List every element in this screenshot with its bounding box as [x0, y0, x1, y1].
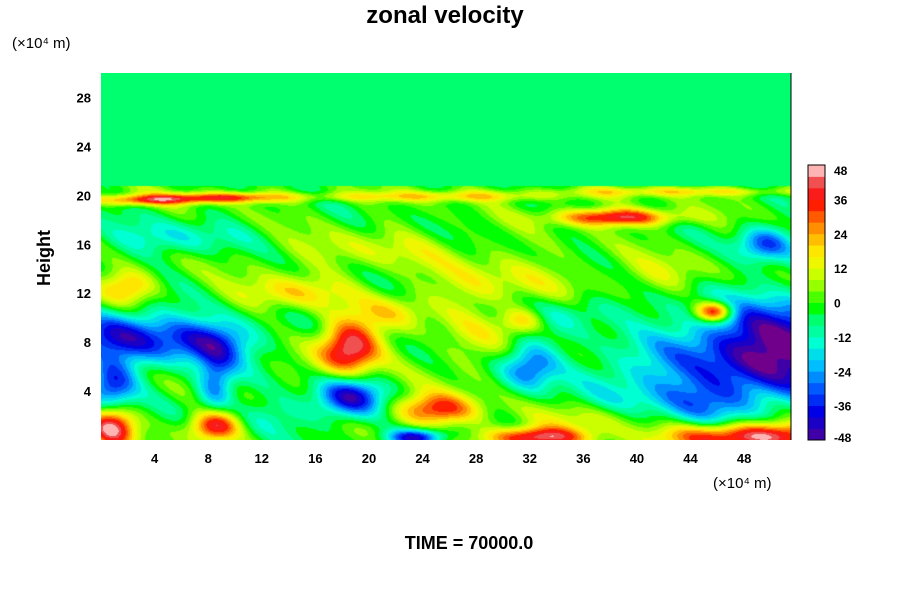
x-tick-label: 4 — [151, 451, 159, 466]
x-tick-label: 16 — [308, 451, 322, 466]
colorbar-bin — [808, 245, 825, 258]
colorbar-bin — [808, 222, 825, 235]
y-tick-label: 8 — [84, 335, 91, 350]
colorbar-tick-label: -24 — [834, 365, 852, 379]
chart-title: zonal velocity — [366, 2, 524, 29]
y-tick-label: 28 — [77, 90, 91, 105]
colorbar-bin — [808, 176, 825, 189]
colorbar-bin — [808, 256, 825, 269]
colorbar-tick-labels: 48 36 24 12 0 -12 -24 -36 -48 — [834, 164, 852, 445]
x-tick-label: 40 — [630, 451, 644, 466]
colorbar-frame — [807, 164, 826, 441]
x-tick-label: 48 — [737, 451, 751, 466]
colorbar-tick-label: -48 — [834, 431, 852, 445]
x-tick-label: 28 — [469, 451, 483, 466]
colorbar — [807, 164, 826, 441]
time-label: TIME = 70000.0 — [405, 533, 534, 553]
colorbar-tick-label: -12 — [834, 331, 852, 345]
colorbar-bin — [808, 405, 825, 418]
x-tick-label: 20 — [362, 451, 376, 466]
y-tick-label: 16 — [77, 237, 91, 252]
colorbar-bin — [808, 268, 825, 280]
x-axis-unit: (×10⁴ m) — [713, 475, 772, 492]
colorbar-bin — [808, 165, 825, 177]
y-tick-label: 20 — [77, 188, 91, 203]
colorbar-tick-label: 24 — [834, 228, 848, 242]
colorbar-bin — [808, 371, 825, 384]
colorbar-bin — [808, 359, 825, 372]
colorbar-bin — [808, 325, 825, 338]
heatmap-raster — [101, 73, 791, 440]
y-tick-label: 24 — [77, 139, 92, 154]
x-tick-label: 32 — [523, 451, 537, 466]
colorbar-bin — [808, 279, 825, 292]
colorbar-bin — [808, 199, 825, 212]
colorbar-tick-label: 48 — [834, 164, 848, 178]
colorbar-bin — [808, 382, 825, 395]
colorbar-tick-label: 0 — [834, 297, 841, 311]
colorbar-bin — [808, 187, 825, 200]
colorbar-bin — [808, 348, 825, 361]
colorbar-bin — [808, 313, 825, 326]
x-tick-label: 24 — [415, 451, 430, 466]
colorbar-bin — [808, 417, 825, 429]
colorbar-bin — [808, 291, 825, 303]
colorbar-bin — [808, 428, 825, 441]
x-tick-label: 8 — [205, 451, 212, 466]
colorbar-tick-label: -36 — [834, 400, 852, 414]
x-tick-label: 12 — [255, 451, 269, 466]
colorbar-bin — [808, 302, 825, 315]
x-tick-label: 44 — [683, 451, 698, 466]
y-axis-label: Height — [34, 230, 54, 286]
colorbar-tick-label: 12 — [834, 262, 848, 276]
y-tick-label: 12 — [77, 286, 91, 301]
colorbar-bin — [808, 394, 825, 407]
x-tick-label: 36 — [576, 451, 590, 466]
y-tick-label: 4 — [84, 384, 92, 399]
colorbar-bin — [808, 336, 825, 349]
x-axis-ticks: 4 8 12 16 20 24 28 32 36 40 44 48 — [151, 451, 751, 466]
colorbar-tick-label: 36 — [834, 193, 848, 207]
y-axis-unit: (×10⁴ m) — [12, 35, 71, 52]
heatmap-plot-area — [101, 73, 792, 440]
colorbar-bin — [808, 233, 825, 246]
y-axis-ticks: 4 8 12 16 20 24 28 — [77, 90, 92, 399]
colorbar-bin — [808, 210, 825, 223]
